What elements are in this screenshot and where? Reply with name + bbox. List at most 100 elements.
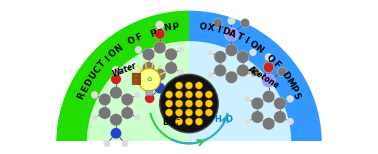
Circle shape [154, 83, 166, 94]
Circle shape [160, 74, 218, 133]
Circle shape [186, 100, 192, 107]
Text: N: N [253, 43, 265, 55]
Circle shape [205, 100, 212, 107]
Text: ♻: ♻ [146, 77, 152, 82]
Text: p: p [148, 26, 157, 37]
Circle shape [99, 93, 111, 106]
Circle shape [165, 93, 175, 103]
Circle shape [244, 95, 251, 102]
Polygon shape [189, 41, 291, 143]
Circle shape [175, 118, 183, 125]
Circle shape [274, 97, 286, 110]
Text: N: N [163, 23, 172, 33]
Circle shape [121, 140, 129, 147]
Polygon shape [56, 11, 189, 143]
Polygon shape [50, 141, 328, 154]
Circle shape [153, 41, 166, 54]
Circle shape [205, 109, 212, 116]
Circle shape [225, 71, 238, 83]
Circle shape [175, 100, 183, 107]
Circle shape [165, 62, 177, 74]
Circle shape [156, 21, 164, 29]
Polygon shape [189, 11, 322, 143]
Text: D: D [83, 77, 94, 88]
Circle shape [166, 100, 173, 107]
Text: R: R [76, 91, 87, 101]
Text: D: D [279, 70, 291, 82]
Circle shape [142, 48, 155, 61]
Circle shape [195, 118, 203, 125]
Circle shape [207, 72, 214, 78]
Circle shape [99, 107, 111, 119]
Circle shape [166, 109, 173, 116]
Circle shape [186, 109, 192, 116]
Circle shape [175, 82, 183, 89]
Text: S: S [291, 91, 302, 101]
Circle shape [244, 118, 251, 125]
Circle shape [91, 91, 98, 98]
Polygon shape [132, 73, 140, 84]
Circle shape [214, 64, 226, 77]
Text: O: O [198, 22, 208, 32]
Circle shape [287, 95, 293, 102]
Circle shape [135, 46, 142, 53]
Circle shape [178, 69, 184, 76]
Polygon shape [87, 41, 189, 143]
Text: O: O [265, 53, 276, 65]
Circle shape [91, 114, 98, 121]
Circle shape [214, 51, 226, 63]
Circle shape [175, 91, 183, 98]
Text: P: P [171, 22, 179, 32]
Text: T: T [235, 32, 244, 43]
Circle shape [166, 91, 173, 98]
Circle shape [251, 97, 263, 110]
Circle shape [186, 118, 192, 125]
Text: T: T [97, 59, 108, 69]
Text: X: X [206, 23, 215, 33]
Polygon shape [145, 90, 153, 96]
Text: C: C [92, 65, 103, 75]
Circle shape [155, 29, 165, 39]
Circle shape [225, 28, 238, 41]
Circle shape [175, 109, 183, 116]
Circle shape [186, 82, 192, 89]
Circle shape [110, 128, 122, 139]
Circle shape [103, 140, 111, 147]
Text: I: I [103, 54, 112, 63]
Circle shape [263, 62, 274, 73]
Circle shape [251, 67, 260, 77]
Circle shape [135, 69, 142, 76]
Circle shape [249, 72, 256, 78]
Text: F: F [270, 59, 281, 69]
Text: U: U [87, 70, 99, 82]
Text: Acetone: Acetone [246, 64, 280, 90]
Circle shape [240, 18, 250, 28]
Text: I: I [215, 25, 221, 34]
Circle shape [195, 82, 203, 89]
Circle shape [112, 66, 120, 74]
Circle shape [195, 109, 203, 116]
Circle shape [121, 107, 133, 119]
Circle shape [138, 68, 160, 91]
Text: F: F [134, 32, 143, 43]
Text: D: D [220, 26, 230, 37]
Text: -: - [157, 25, 163, 34]
Circle shape [274, 111, 286, 123]
Text: BH$_4^-$: BH$_4^-$ [162, 117, 181, 130]
Circle shape [262, 90, 275, 103]
Circle shape [121, 93, 133, 106]
Text: E: E [79, 84, 90, 94]
Text: P: P [288, 84, 299, 94]
Circle shape [134, 91, 141, 98]
Text: O: O [247, 39, 258, 51]
Text: I: I [242, 36, 250, 45]
Circle shape [110, 113, 122, 126]
Text: M: M [283, 76, 296, 89]
Text: O: O [126, 35, 138, 47]
Circle shape [186, 91, 192, 98]
Text: Water: Water [110, 61, 138, 79]
Circle shape [262, 118, 275, 130]
Circle shape [110, 86, 122, 99]
Circle shape [165, 48, 177, 61]
Circle shape [195, 91, 203, 98]
